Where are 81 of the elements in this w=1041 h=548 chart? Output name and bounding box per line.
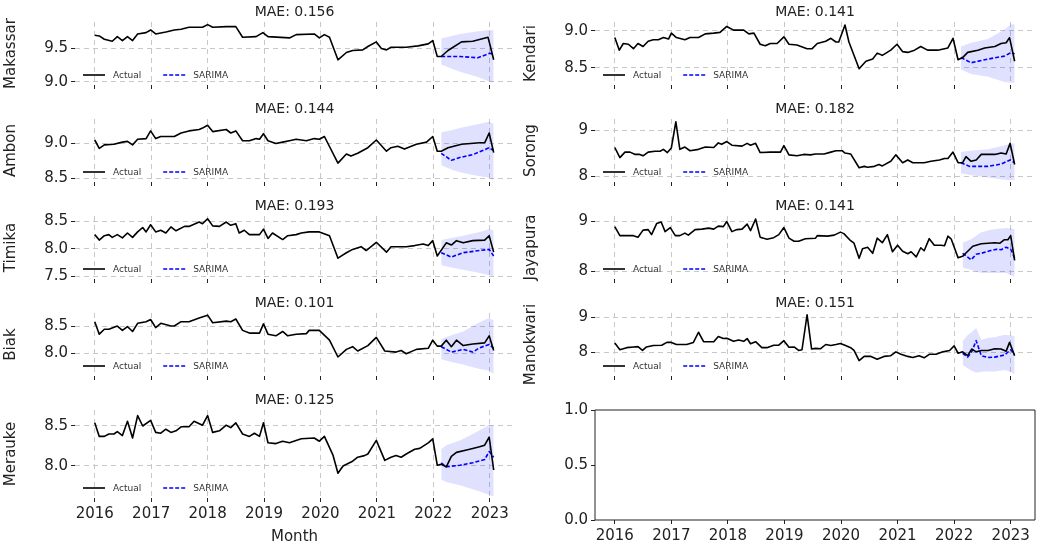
y-tick-label: 8.0 <box>44 238 68 257</box>
x-tick-label: 2021 <box>878 525 917 544</box>
x-axis-title: Month <box>270 526 319 545</box>
y-tick-label: 8 <box>578 261 588 280</box>
y-tick-label: 9 <box>578 210 588 229</box>
x-tick-label: 2023 <box>991 525 1030 544</box>
x-tick-label: 2017 <box>132 503 171 522</box>
y-tick-label: 8.5 <box>44 168 68 187</box>
y-tick-label: 8 <box>578 166 588 185</box>
y-axis-title: Merauke <box>0 421 19 487</box>
x-tick-label: 2019 <box>244 503 284 522</box>
line-series <box>440 146 495 162</box>
x-tick-label: 2016 <box>75 503 114 522</box>
y-axis-title: Sorong <box>520 124 539 177</box>
legend-label: Actual <box>113 167 142 178</box>
x-tick-label: 2017 <box>652 525 691 544</box>
legend-label: SARIMA <box>193 361 229 372</box>
y-tick-label: 8.5 <box>44 211 68 230</box>
chart-title: MAE: 0.182 <box>775 99 855 116</box>
y-tick-label: 0.0 <box>564 509 588 528</box>
legend-label: Actual <box>113 264 142 275</box>
y-axis-title: Timika <box>0 222 19 274</box>
y-tick-label: 9 <box>578 120 588 139</box>
x-tick-label: 2020 <box>821 525 861 544</box>
line-series <box>440 248 495 258</box>
y-tick-label: 1.0 <box>564 399 588 418</box>
y-tick-label: 9.0 <box>44 71 68 90</box>
x-tick-label: 2020 <box>301 503 340 522</box>
legend-label: Actual <box>633 264 662 275</box>
legend-label: SARIMA <box>713 167 749 178</box>
line-series <box>440 343 495 353</box>
x-tick-label: 2023 <box>470 503 509 522</box>
chart-title: MAE: 0.156 <box>254 2 335 19</box>
chart-title: MAE: 0.193 <box>254 196 335 213</box>
legend-label: SARIMA <box>193 264 229 275</box>
chart-title: MAE: 0.141 <box>775 2 855 19</box>
x-tick-label: 2018 <box>188 503 227 522</box>
y-tick-label: 8.0 <box>44 343 68 362</box>
legend-label: Actual <box>113 70 142 81</box>
chart-title: MAE: 0.144 <box>254 99 335 116</box>
x-tick-label: 2019 <box>765 525 804 544</box>
y-axis-title: Makassar <box>0 17 19 89</box>
y-tick-label: 7.5 <box>44 266 68 285</box>
y-tick-label: 8.5 <box>44 315 68 334</box>
line-series <box>961 339 1016 359</box>
y-axis-title: Manokwari <box>520 303 539 386</box>
y-tick-label: 8 <box>578 342 588 361</box>
y-tick-label: 9 <box>578 307 588 326</box>
chart-title: MAE: 0.125 <box>254 390 335 407</box>
legend-label: SARIMA <box>193 70 229 81</box>
legend-label: SARIMA <box>713 361 749 372</box>
legend-label: Actual <box>633 70 662 81</box>
y-tick-label: 8.5 <box>44 415 68 434</box>
y-tick-label: 9.0 <box>564 20 588 39</box>
line-series <box>960 51 1016 64</box>
y-axis-title: Ambon <box>0 123 19 178</box>
legend-label: Actual <box>633 361 662 372</box>
legend-label: SARIMA <box>713 264 749 275</box>
y-tick-label: 9.5 <box>44 38 68 57</box>
x-tick-label: 2022 <box>414 503 453 522</box>
legend-label: Actual <box>113 483 142 494</box>
legend-label: Actual <box>113 361 142 372</box>
x-tick-label: 2018 <box>708 525 747 544</box>
legend-label: SARIMA <box>193 167 229 178</box>
line-series <box>440 450 495 468</box>
chart-title: MAE: 0.151 <box>775 293 855 310</box>
legend-label: SARIMA <box>193 483 229 494</box>
chart-title: MAE: 0.141 <box>775 196 855 213</box>
y-tick-label: 0.5 <box>564 454 588 473</box>
y-axis-title: Kendari <box>520 25 539 82</box>
chart-title: MAE: 0.101 <box>254 293 335 310</box>
legend-label: Actual <box>633 167 662 178</box>
x-tick-label: 2021 <box>357 503 396 522</box>
y-tick-label: 8.5 <box>564 57 588 76</box>
y-axis-title: Biak <box>0 328 19 361</box>
x-tick-label: 2022 <box>935 525 974 544</box>
y-tick-label: 9.0 <box>44 133 68 152</box>
x-tick-label: 2016 <box>595 525 634 544</box>
y-axis-title: Jayapura <box>520 214 539 282</box>
y-tick-label: 8.0 <box>44 455 68 474</box>
legend-label: SARIMA <box>713 70 749 81</box>
